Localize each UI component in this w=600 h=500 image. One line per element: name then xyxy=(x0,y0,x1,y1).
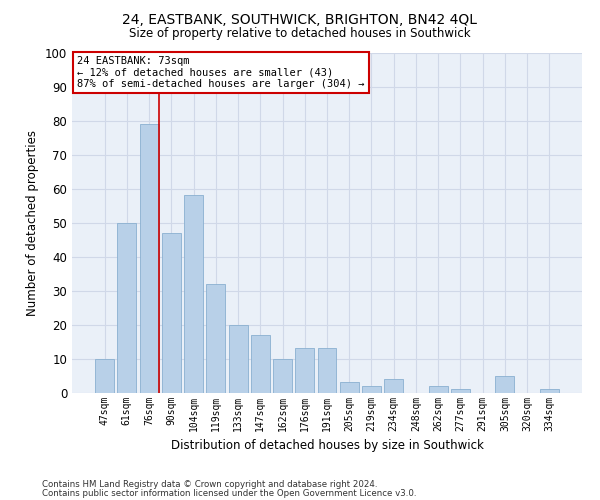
Bar xyxy=(340,382,359,392)
Bar xyxy=(251,334,270,392)
Text: Contains HM Land Registry data © Crown copyright and database right 2024.: Contains HM Land Registry data © Crown c… xyxy=(42,480,377,489)
Bar xyxy=(229,324,248,392)
Bar xyxy=(384,379,403,392)
Bar xyxy=(118,222,136,392)
Bar xyxy=(429,386,448,392)
Bar xyxy=(162,232,181,392)
Bar xyxy=(140,124,158,392)
Bar xyxy=(95,358,114,392)
Bar xyxy=(206,284,225,393)
Bar xyxy=(184,196,203,392)
Bar xyxy=(273,358,292,392)
Text: Size of property relative to detached houses in Southwick: Size of property relative to detached ho… xyxy=(129,28,471,40)
Bar xyxy=(362,386,381,392)
Bar xyxy=(317,348,337,393)
Text: Contains public sector information licensed under the Open Government Licence v3: Contains public sector information licen… xyxy=(42,489,416,498)
Bar xyxy=(540,389,559,392)
Bar xyxy=(295,348,314,393)
Text: 24 EASTBANK: 73sqm
← 12% of detached houses are smaller (43)
87% of semi-detache: 24 EASTBANK: 73sqm ← 12% of detached hou… xyxy=(77,56,365,89)
Y-axis label: Number of detached properties: Number of detached properties xyxy=(26,130,40,316)
X-axis label: Distribution of detached houses by size in Southwick: Distribution of detached houses by size … xyxy=(170,439,484,452)
Text: 24, EASTBANK, SOUTHWICK, BRIGHTON, BN42 4QL: 24, EASTBANK, SOUTHWICK, BRIGHTON, BN42 … xyxy=(122,12,478,26)
Bar xyxy=(451,389,470,392)
Bar xyxy=(496,376,514,392)
